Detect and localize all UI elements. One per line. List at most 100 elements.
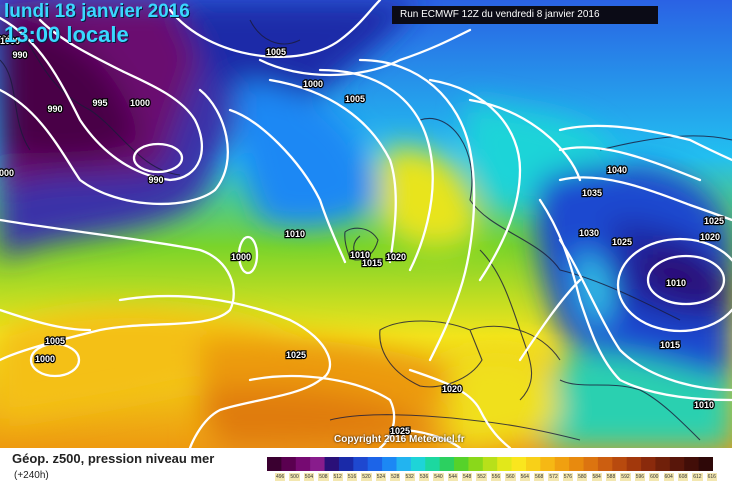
legend-tick-label: 504	[303, 473, 315, 481]
legend-tick-label: 544	[447, 473, 458, 481]
isobar-label: 1000	[0, 168, 14, 178]
legend-tick-label: 616	[706, 473, 717, 481]
legend-tick-label: 508	[318, 473, 329, 481]
legend-tick-label: 600	[649, 473, 660, 481]
legend-colorbar	[267, 457, 713, 471]
legend-tick-label: 608	[677, 473, 689, 481]
legend-tick-label: 592	[620, 473, 631, 481]
legend-tick-label: 496	[275, 473, 286, 481]
legend-color-swatch	[655, 457, 671, 471]
isobar-label: 1000	[231, 252, 251, 262]
legend-color-swatch	[295, 457, 311, 471]
isobar-label: 1000	[130, 98, 150, 108]
legend-color-swatch	[439, 457, 455, 471]
isobar-label: 1010	[285, 229, 305, 239]
copyright-notice: Copyright 2016 Meteociel.fr	[334, 434, 465, 445]
forecast-date-title: lundi 18 janvier 2016	[4, 1, 190, 22]
legend-tick-label: 576	[562, 473, 574, 481]
legend-color-swatch	[396, 457, 412, 471]
legend-color-swatch	[641, 457, 656, 471]
isobar-label: 990	[0, 34, 12, 44]
isobar-label: 1015	[362, 258, 382, 268]
isobar-label: 1020	[442, 384, 462, 394]
legend-tick-label: 604	[663, 473, 674, 481]
legend-color-swatch	[425, 457, 441, 471]
isobar-labels: 990 990 995 1000 990 1000 1005 1000 1005…	[0, 33, 725, 437]
legend-color-swatch	[597, 457, 613, 471]
legend-color-swatch	[684, 457, 700, 471]
legend-tick-label: 536	[418, 473, 430, 481]
legend-color-swatch	[382, 457, 397, 471]
legend-color-swatch	[310, 457, 325, 471]
legend-color-swatch	[410, 457, 426, 471]
model-run-info: Run ECMWF 12Z du vendredi 8 janvier 2016	[392, 6, 658, 24]
isobar-label: 1020	[700, 232, 720, 242]
legend-tick-label: 564	[519, 473, 530, 481]
isobar-label: 1020	[386, 252, 406, 262]
legend-tick-label: 560	[505, 473, 516, 481]
isobar-label: 1005	[45, 336, 65, 346]
legend-tick-label: 540	[433, 473, 444, 481]
legend-tick-label: 524	[375, 473, 387, 481]
legend-tick-label: 568	[534, 473, 545, 481]
isobar-label: 1000	[35, 354, 55, 364]
isobar-label: 1010	[350, 250, 370, 260]
legend-color-swatch	[612, 457, 628, 471]
legend-tick-label: 520	[361, 473, 372, 481]
isobar-label: 990	[12, 50, 27, 60]
legend-color-swatch	[267, 457, 282, 471]
isobar-label: 1040	[607, 165, 627, 175]
legend-forecast-hour: (+240h)	[14, 470, 49, 481]
legend-color-swatch	[281, 457, 297, 471]
isobar-label: 1025	[704, 216, 724, 226]
coastlines	[0, 19, 732, 441]
legend-color-swatch	[367, 457, 383, 471]
legend-tick-label: 528	[390, 473, 401, 481]
legend-tick-label: 548	[462, 473, 473, 481]
isobar-label: 1010	[666, 278, 686, 288]
forecast-local-time: 13:00 locale	[4, 22, 129, 47]
legend-tick-label: 580	[577, 473, 588, 481]
legend-tick-label: 500	[289, 473, 300, 481]
isobar-label: 1025	[286, 350, 306, 360]
legend-tick-label: 584	[591, 473, 602, 481]
legend-tick-label: 572	[548, 473, 559, 481]
legend-tick-label: 512	[332, 473, 343, 481]
isobar-label: 995	[92, 98, 107, 108]
legend-color-swatch	[554, 457, 570, 471]
isobar-label: 1010	[694, 400, 714, 410]
legend-color-swatch	[497, 457, 512, 471]
isobar-label: 990	[47, 104, 62, 114]
legend-color-swatch	[324, 457, 340, 471]
isobar-label: 1025	[390, 426, 410, 436]
legend-color-swatch	[669, 457, 685, 471]
legend-footer: Géop. z500, pression niveau mer (+240h) …	[0, 448, 732, 488]
isobar-label: 1035	[582, 188, 602, 198]
legend-color-swatch	[626, 457, 642, 471]
isobar-label: 990	[148, 175, 163, 185]
legend-color-swatch	[540, 457, 556, 471]
legend-tick-label: 552	[476, 473, 487, 481]
isobar-label: 1025	[612, 237, 632, 247]
legend-title: Géop. z500, pression niveau mer	[12, 451, 215, 466]
legend-tick-label: 588	[605, 473, 617, 481]
isobar-label: 1015	[660, 340, 680, 350]
weather-map: 990 990 995 1000 990 1000 1005 1000 1005…	[0, 0, 732, 448]
legend-tick-label: 556	[490, 473, 502, 481]
isobar-label: 1005	[345, 94, 365, 104]
legend-color-swatch	[583, 457, 599, 471]
legend-tick-labels: 496 500 504 508 512 516 520 524 528 532 536 540 544 5…	[275, 473, 721, 483]
isobar-label: 1000	[0, 36, 20, 46]
isobar-label: 1000	[303, 79, 323, 89]
legend-color-swatch	[338, 457, 354, 471]
legend-color-swatch	[468, 457, 484, 471]
legend-tick-label: 516	[346, 473, 358, 481]
isobars	[0, 0, 732, 448]
legend-tick-label: 532	[404, 473, 415, 481]
legend-color-swatch	[698, 457, 713, 471]
legend-tick-label: 596	[634, 473, 646, 481]
legend-color-swatch	[482, 457, 498, 471]
legend-color-swatch	[569, 457, 584, 471]
legend-color-swatch	[511, 457, 527, 471]
legend-tick-label: 612	[692, 473, 703, 481]
